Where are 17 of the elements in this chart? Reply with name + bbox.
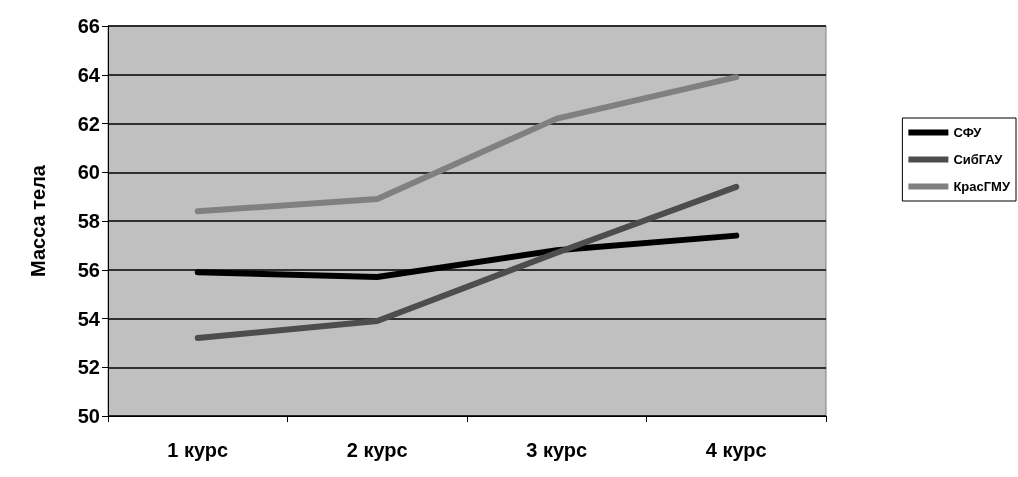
x-tick-label: 3 курс [526, 439, 588, 461]
y-tick-label: 58 [77, 210, 100, 232]
y-tick-label: 56 [77, 258, 100, 281]
y-tick-label: 60 [77, 161, 100, 184]
legend-label: СибГАУ [953, 152, 1004, 167]
y-tick-label: 54 [77, 307, 101, 330]
x-tick-label: 4 курс [705, 439, 767, 461]
y-tick-label: 66 [77, 15, 100, 37]
legend-label: СФУ [953, 125, 983, 140]
y-tick-label: 62 [77, 112, 100, 135]
y-axis-title: Масса тела [27, 164, 49, 277]
y-tick-label: 64 [77, 63, 101, 86]
x-tick-label: 2 курс [346, 439, 408, 461]
legend-label: КрасГМУ [953, 179, 1011, 194]
x-tick-label: 1 курс [167, 439, 229, 461]
y-tick-label: 52 [77, 356, 100, 379]
y-tick-label: 50 [77, 405, 100, 427]
